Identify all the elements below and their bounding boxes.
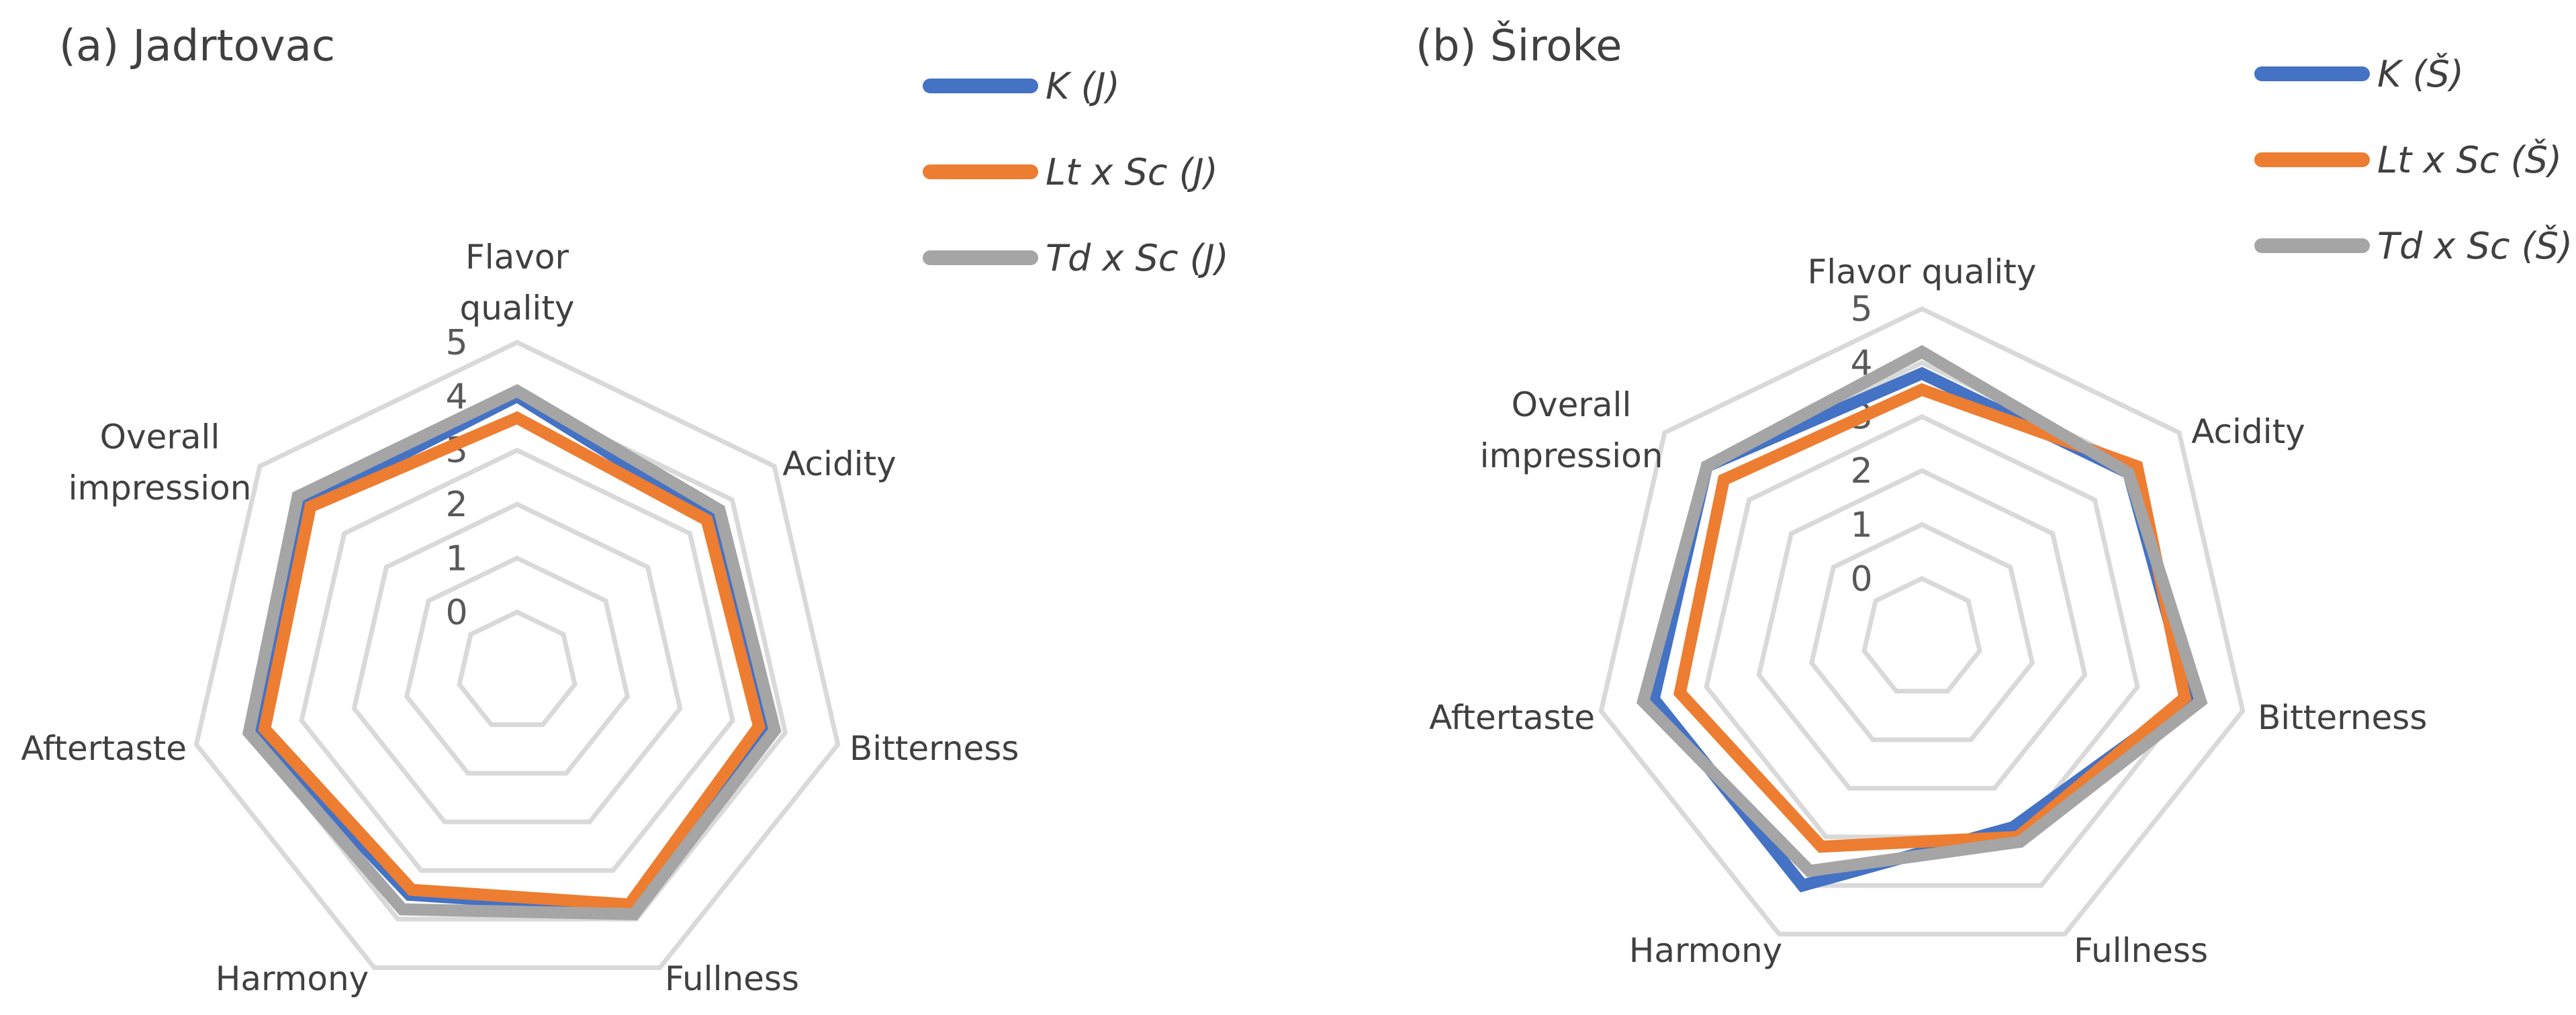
legend-item-td-x-sc-j: Td x Sc (J) — [923, 237, 1229, 279]
grid-ring-0 — [1861, 575, 1982, 693]
chart-title: (a) Jadrtovac — [59, 21, 335, 71]
series-line-lt-x-sc-j — [258, 411, 766, 911]
grid-ring-5 — [193, 340, 841, 970]
tick-label-1: 1 — [1850, 505, 1872, 545]
grid-ring-3 — [299, 447, 735, 873]
tick-label-0: 0 — [1850, 559, 1872, 599]
legend-label: Td x Sc (Š) — [2377, 225, 2573, 267]
axis-label-flavor-quality: Flavor quality — [459, 238, 574, 328]
legend-label: K (Š) — [2377, 53, 2464, 95]
tick-label-1: 1 — [445, 538, 467, 579]
legend-item-k-s: K (Š) — [2254, 53, 2464, 95]
axis-label-overall-impression: Overall impression — [1480, 385, 1663, 475]
legend-item-lt-x-sc-j: Lt x Sc (J) — [923, 151, 1218, 193]
grid-ring-2 — [1756, 468, 2088, 791]
axis-label-aftertaste: Aftertaste — [21, 729, 187, 768]
grid-ring-5 — [1598, 306, 2246, 936]
grid-ring-1 — [404, 555, 631, 776]
axis-label-overall-impression: Overall impression — [68, 418, 252, 508]
chart-title: (b) Široke — [1416, 20, 1622, 71]
legend-label: Lt x Sc (J) — [1046, 151, 1218, 193]
axis-label-aftertaste: Aftertaste — [1429, 698, 1595, 737]
tick-label-5: 5 — [445, 323, 467, 363]
grid-ring-1 — [1808, 522, 2035, 742]
legend-item-lt-x-sc-s: Lt x Sc (Š) — [2254, 139, 2562, 181]
series-line-td-x-sc-s — [1636, 344, 2208, 877]
tick-label-2: 2 — [1850, 451, 1872, 491]
axis-label-acidity: Acidity — [2191, 412, 2305, 451]
axis-label-flavor-quality: Flavor quality — [1808, 252, 2037, 291]
series-line-lt-x-sc-s — [1673, 383, 2192, 853]
legend-item-td-x-sc-s: Td x Sc (Š) — [2254, 225, 2573, 267]
grid-ring-0 — [457, 609, 578, 727]
axis-label-bitterness: Bitterness — [2258, 698, 2427, 737]
tick-label-5: 5 — [1850, 289, 1872, 330]
legend-label: Td x Sc (J) — [1046, 237, 1229, 279]
axis-label-harmony: Harmony — [216, 959, 369, 998]
legend: K (Š) Lt x Sc (Š) Td x Sc (Š) — [2254, 53, 2573, 267]
tick-label-2: 2 — [445, 485, 467, 525]
series-line-td-x-sc-j — [242, 384, 782, 920]
legend-label: K (J) — [1046, 65, 1120, 107]
tick-label-0: 0 — [445, 593, 467, 633]
axis-label-acidity: Acidity — [782, 444, 896, 483]
grid-ring-2 — [351, 501, 683, 824]
axis-label-bitterness: Bitterness — [849, 729, 1019, 768]
axis-label-fullness: Fullness — [2074, 931, 2208, 970]
legend-item-k-j: K (J) — [923, 65, 1120, 107]
radar-grid — [193, 340, 841, 970]
axis-label-fullness: Fullness — [665, 959, 799, 998]
legend-label: Lt x Sc (Š) — [2377, 139, 2562, 181]
legend: K (J) Lt x Sc (J) Td x Sc (J) — [923, 65, 1229, 279]
axis-label-harmony: Harmony — [1629, 931, 1783, 970]
